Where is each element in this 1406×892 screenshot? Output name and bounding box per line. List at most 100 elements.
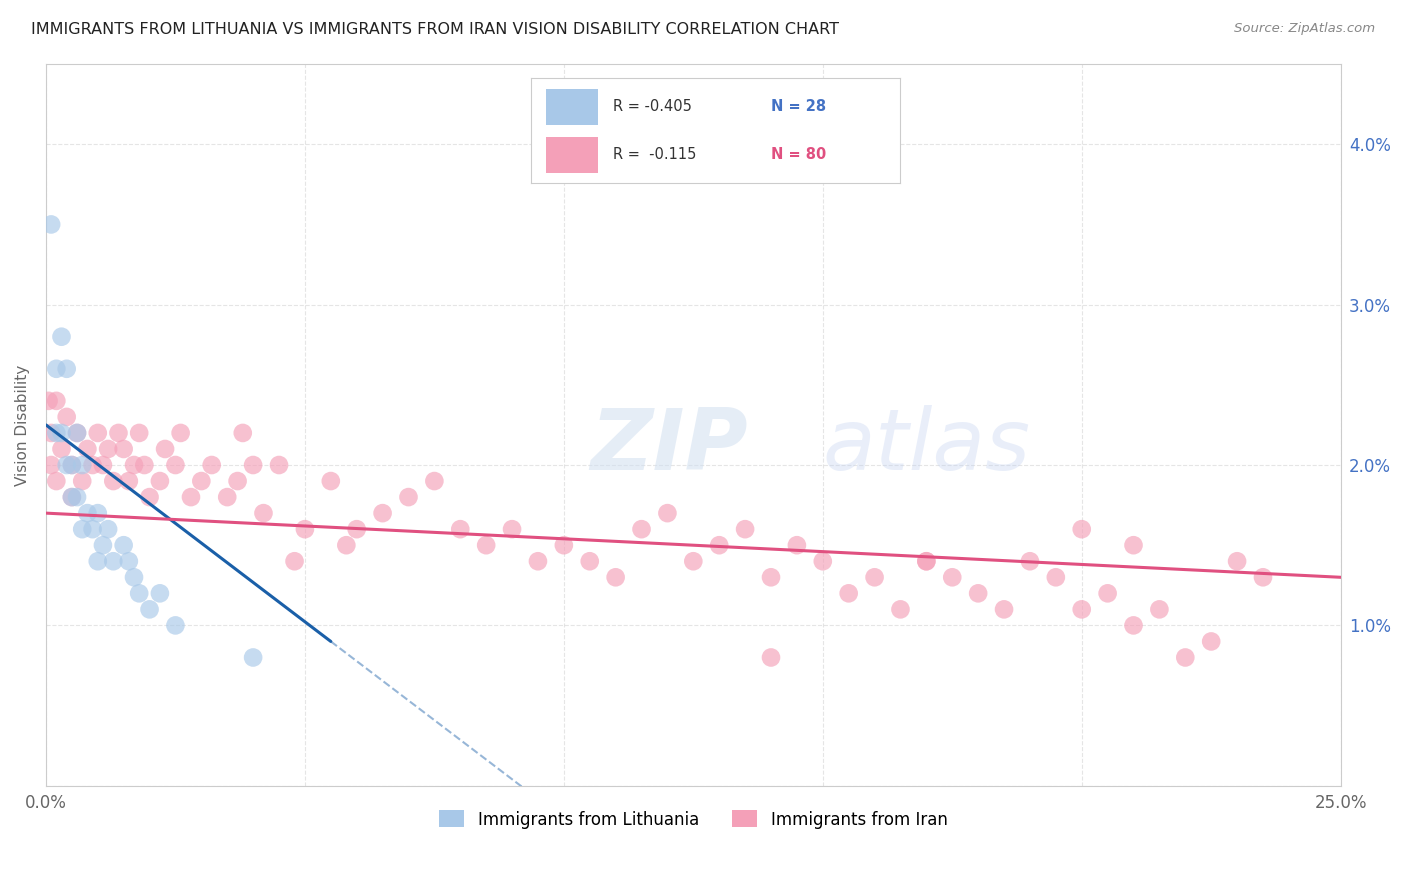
Point: [128, 586, 150, 600]
Point: [232, 425, 254, 440]
Point: [1070, 522, 1092, 536]
Point: [66, 490, 89, 504]
Point: [112, 538, 135, 552]
Point: [107, 425, 129, 440]
Point: [1097, 586, 1119, 600]
Point: [82, 522, 104, 536]
Point: [863, 570, 886, 584]
Point: [1226, 554, 1249, 568]
Point: [97, 522, 120, 536]
Point: [122, 570, 145, 584]
Point: [45, 425, 67, 440]
Point: [138, 602, 160, 616]
Point: [993, 602, 1015, 616]
Point: [87, 506, 110, 520]
Y-axis label: Vision Disability: Vision Disability: [15, 364, 30, 485]
Point: [838, 586, 860, 600]
Point: [941, 570, 963, 584]
Point: [605, 570, 627, 584]
Point: [51, 329, 73, 343]
Point: [423, 474, 446, 488]
Point: [682, 554, 704, 568]
Point: [242, 650, 264, 665]
Point: [45, 474, 67, 488]
Text: ZIP: ZIP: [589, 405, 748, 488]
Point: [149, 474, 172, 488]
Text: atlas: atlas: [823, 405, 1031, 488]
Point: [335, 538, 357, 552]
Point: [60, 458, 83, 472]
Point: [527, 554, 550, 568]
Point: [1251, 570, 1274, 584]
Point: [165, 618, 187, 632]
Point: [153, 442, 176, 456]
Point: [45, 393, 67, 408]
Text: IMMIGRANTS FROM LITHUANIA VS IMMIGRANTS FROM IRAN VISION DISABILITY CORRELATION : IMMIGRANTS FROM LITHUANIA VS IMMIGRANTS …: [31, 22, 839, 37]
Point: [55, 458, 77, 472]
Point: [1199, 634, 1222, 648]
Point: [889, 602, 911, 616]
Point: [294, 522, 316, 536]
Point: [1019, 554, 1042, 568]
Point: [39, 425, 62, 440]
Point: [39, 218, 62, 232]
Legend: Immigrants from Lithuania, Immigrants from Iran: Immigrants from Lithuania, Immigrants fr…: [433, 804, 955, 835]
Point: [51, 442, 73, 456]
Point: [103, 474, 125, 488]
Point: [66, 425, 89, 440]
Point: [1174, 650, 1197, 665]
Point: [122, 458, 145, 472]
Point: [112, 442, 135, 456]
Point: [118, 554, 141, 568]
Point: [501, 522, 523, 536]
Point: [138, 490, 160, 504]
Point: [657, 506, 679, 520]
Point: [169, 425, 191, 440]
Point: [97, 442, 120, 456]
Text: Source: ZipAtlas.com: Source: ZipAtlas.com: [1234, 22, 1375, 36]
Point: [201, 458, 224, 472]
Point: [76, 442, 98, 456]
Point: [87, 425, 110, 440]
Point: [1149, 602, 1171, 616]
Point: [811, 554, 834, 568]
Point: [319, 474, 342, 488]
Point: [149, 586, 172, 600]
Point: [66, 425, 89, 440]
Point: [91, 538, 114, 552]
Point: [267, 458, 290, 472]
Point: [475, 538, 498, 552]
Point: [51, 425, 73, 440]
Point: [128, 425, 150, 440]
Point: [252, 506, 274, 520]
Point: [1122, 538, 1144, 552]
Point: [226, 474, 249, 488]
Point: [70, 522, 93, 536]
Point: [630, 522, 652, 536]
Point: [759, 650, 782, 665]
Point: [283, 554, 305, 568]
Point: [967, 586, 990, 600]
Point: [87, 554, 110, 568]
Point: [734, 522, 756, 536]
Point: [103, 554, 125, 568]
Point: [165, 458, 187, 472]
Point: [449, 522, 471, 536]
Point: [180, 490, 202, 504]
Point: [39, 458, 62, 472]
Point: [134, 458, 156, 472]
Point: [371, 506, 394, 520]
Point: [82, 458, 104, 472]
Point: [70, 474, 93, 488]
Point: [709, 538, 731, 552]
Point: [76, 506, 98, 520]
Point: [118, 474, 141, 488]
Point: [45, 361, 67, 376]
Point: [38, 393, 60, 408]
Point: [55, 361, 77, 376]
Point: [242, 458, 264, 472]
Point: [915, 554, 938, 568]
Point: [217, 490, 239, 504]
Point: [578, 554, 600, 568]
Point: [190, 474, 212, 488]
